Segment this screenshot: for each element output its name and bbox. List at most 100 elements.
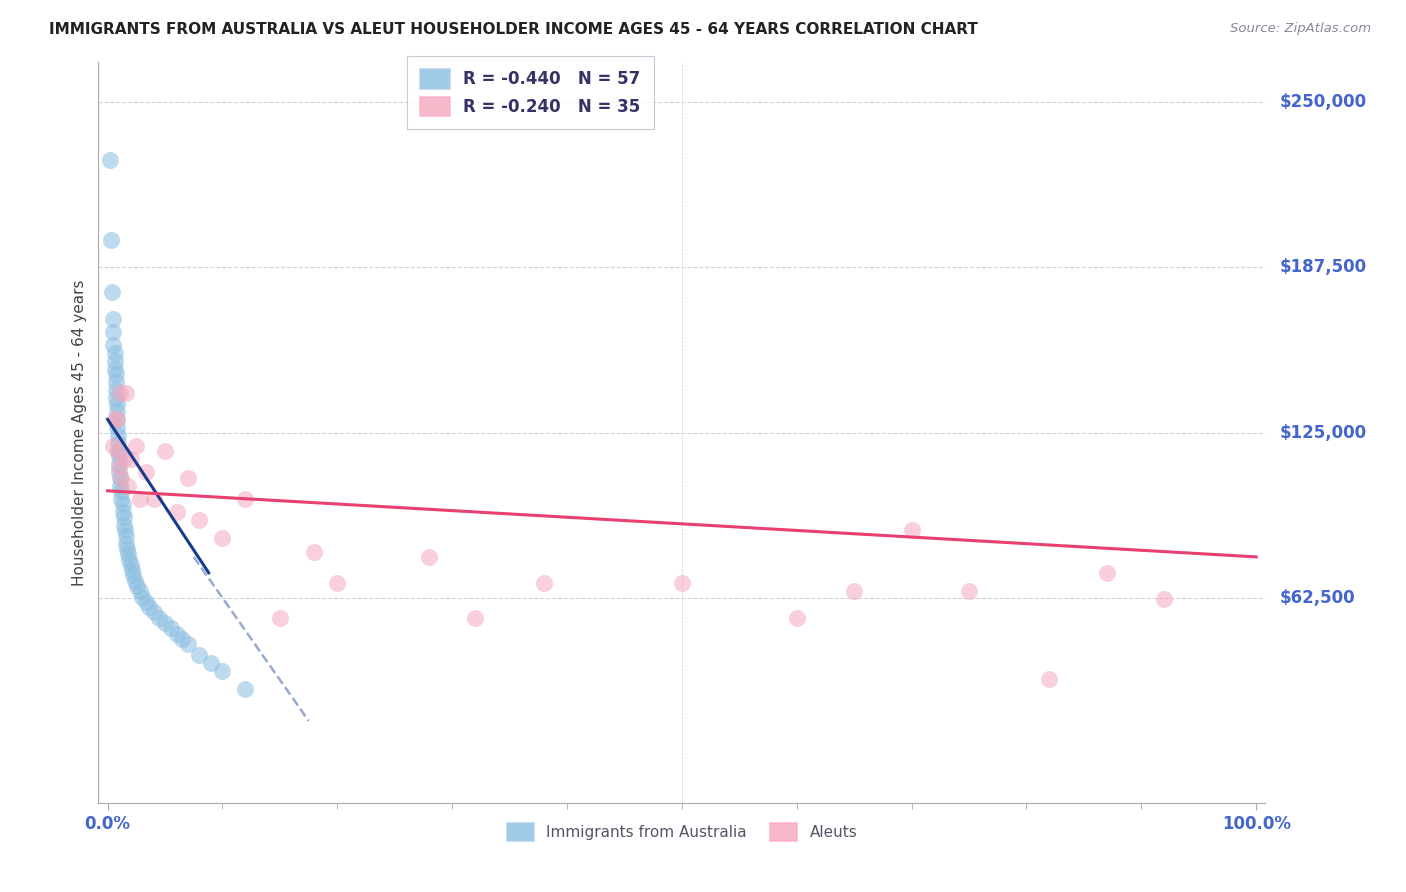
Point [124, 574, 146, 588]
Point [111, 497, 134, 511]
Point [103, 354, 125, 368]
Point [108, 465, 131, 479]
Point [98, 153, 121, 168]
Point [211, 664, 233, 678]
Point [115, 386, 138, 401]
Point [125, 439, 148, 453]
Point [304, 544, 326, 558]
Point [120, 558, 142, 572]
Point [533, 576, 555, 591]
Point [103, 439, 125, 453]
Point [117, 478, 139, 492]
Point [110, 478, 132, 492]
Point [107, 428, 129, 442]
Point [269, 611, 291, 625]
Point [1153, 592, 1175, 607]
Point [108, 450, 131, 464]
Point [188, 648, 211, 662]
Point [112, 518, 135, 533]
Y-axis label: Householder Income Ages 45 - 64 years: Householder Income Ages 45 - 64 years [72, 279, 87, 586]
Point [107, 444, 129, 458]
Point [159, 621, 181, 635]
Text: $187,500: $187,500 [1279, 259, 1367, 277]
Point [108, 460, 131, 475]
Point [671, 576, 693, 591]
Point [107, 436, 129, 450]
Point [177, 637, 200, 651]
Point [104, 384, 127, 398]
Point [153, 615, 176, 630]
Legend: Immigrants from Australia, Aleuts: Immigrants from Australia, Aleuts [501, 817, 863, 847]
Point [101, 285, 124, 300]
Point [1095, 566, 1118, 580]
Point [844, 584, 866, 599]
Point [105, 412, 128, 426]
Point [107, 444, 129, 458]
Point [115, 529, 138, 543]
Point [138, 600, 160, 615]
Text: $250,000: $250,000 [1279, 93, 1367, 112]
Point [142, 606, 165, 620]
Point [153, 444, 176, 458]
Point [121, 563, 143, 577]
Point [103, 312, 125, 326]
Point [118, 552, 141, 566]
Point [112, 452, 135, 467]
Point [103, 338, 125, 352]
Point [200, 656, 222, 670]
Point [111, 505, 134, 519]
Point [112, 510, 135, 524]
Point [115, 541, 138, 556]
Point [134, 595, 156, 609]
Point [110, 491, 132, 506]
Point [786, 611, 808, 625]
Text: $125,000: $125,000 [1279, 424, 1367, 442]
Point [172, 632, 194, 646]
Point [110, 470, 132, 484]
Point [110, 470, 132, 484]
Text: IMMIGRANTS FROM AUSTRALIA VS ALEUT HOUSEHOLDER INCOME AGES 45 - 64 YEARS CORRELA: IMMIGRANTS FROM AUSTRALIA VS ALEUT HOUSE… [49, 22, 979, 37]
Point [103, 412, 125, 426]
Point [122, 568, 145, 582]
Point [128, 584, 150, 599]
Point [177, 470, 200, 484]
Point [166, 505, 188, 519]
Point [235, 682, 257, 697]
Point [105, 412, 128, 426]
Text: Source: ZipAtlas.com: Source: ZipAtlas.com [1230, 22, 1371, 36]
Point [127, 579, 149, 593]
Point [235, 491, 257, 506]
Point [131, 590, 153, 604]
Point [115, 536, 138, 550]
Point [114, 524, 136, 538]
Point [110, 386, 132, 401]
Point [104, 368, 127, 382]
Point [1038, 672, 1060, 686]
Point [120, 452, 142, 467]
Point [957, 584, 980, 599]
Point [166, 626, 188, 640]
Point [211, 532, 233, 546]
Point [110, 483, 132, 498]
Point [105, 396, 128, 410]
Point [188, 513, 211, 527]
Point [104, 376, 127, 390]
Point [105, 420, 128, 434]
Point [418, 549, 440, 564]
Point [100, 233, 122, 247]
Point [464, 611, 486, 625]
Point [148, 611, 170, 625]
Point [103, 325, 125, 339]
Point [134, 465, 156, 479]
Point [142, 491, 165, 506]
Point [117, 547, 139, 561]
Point [900, 524, 922, 538]
Point [104, 391, 127, 405]
Text: $62,500: $62,500 [1279, 589, 1355, 607]
Point [108, 458, 131, 472]
Point [128, 491, 150, 506]
Point [103, 362, 125, 376]
Point [105, 404, 128, 418]
Point [326, 576, 349, 591]
Point [103, 346, 125, 360]
